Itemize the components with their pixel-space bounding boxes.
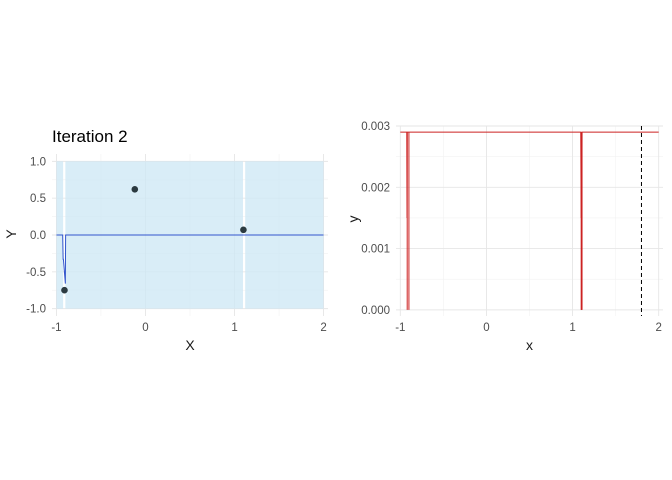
x-tick-label: 2 — [655, 322, 661, 334]
series-line — [56, 234, 324, 284]
y-tick-label: -1.0 — [26, 304, 46, 316]
y-tick-label: 0.0 — [30, 230, 46, 242]
x-axis-title: X — [185, 337, 195, 353]
x-tick-label: 1 — [231, 322, 237, 334]
y-tick-label: 0.5 — [30, 193, 46, 205]
x-axis-title: x — [526, 337, 533, 353]
y-tick-label: 0.001 — [361, 244, 390, 256]
y-tick-label: 0.003 — [361, 121, 390, 133]
x-tick-label: 0 — [142, 322, 148, 334]
y-tick-label: -0.5 — [26, 267, 46, 279]
x-tick-label: 0 — [483, 322, 489, 334]
chart-title: Iteration 2 — [52, 127, 128, 146]
y-tick-label: 0.000 — [361, 305, 390, 317]
x-tick-label: -1 — [395, 322, 405, 334]
left-chart: -1 0 1 2 -1.0 -0.5 0.0 0.5 1.0 X Y Iteration 2 — [3, 127, 328, 353]
right-chart: -1 0 1 2 0.000 0.001 0.002 0.003 x y — [345, 121, 663, 353]
data-point — [240, 226, 247, 234]
x-tick-label: 1 — [569, 322, 575, 334]
y-axis-title: Y — [3, 229, 19, 239]
x-tick-label: 2 — [320, 322, 326, 334]
y-tick-label: 0.002 — [361, 182, 390, 194]
y-tick-label: 1.0 — [30, 156, 46, 168]
x-tick-label: -1 — [51, 322, 61, 334]
y-axis-title: y — [345, 216, 361, 223]
data-point — [131, 186, 139, 193]
data-point — [61, 286, 68, 294]
